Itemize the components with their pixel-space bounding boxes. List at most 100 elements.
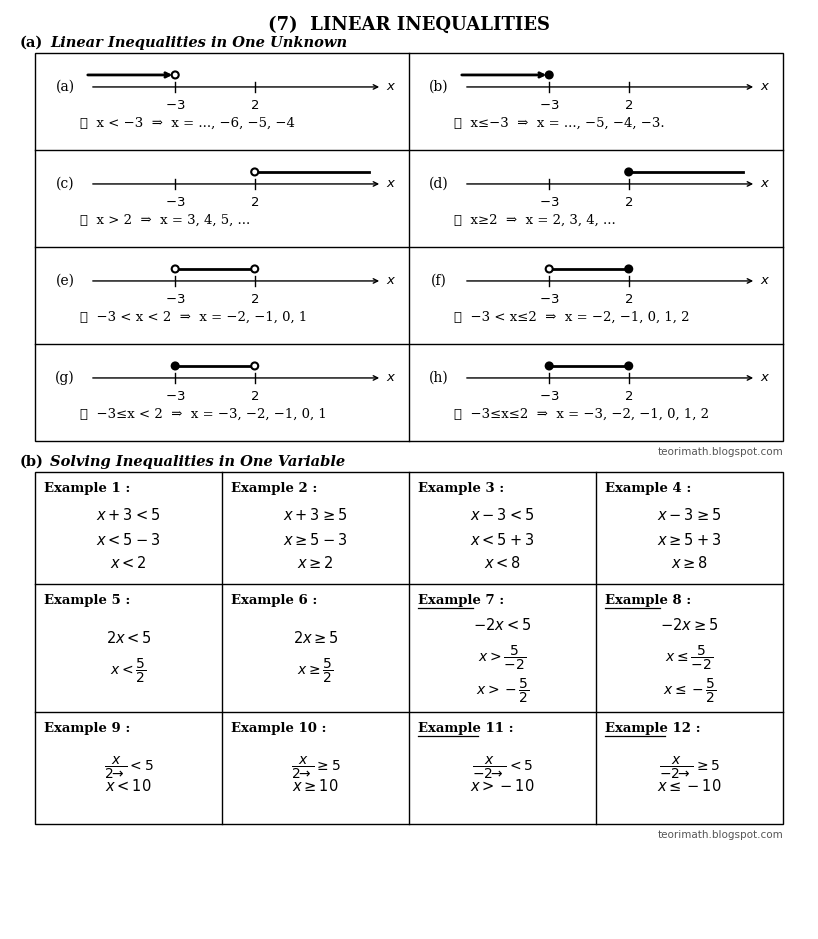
Text: (f): (f)	[431, 274, 447, 288]
Text: $-3$: $-3$	[539, 390, 560, 403]
Bar	[35, 472, 783, 824]
Text: (h): (h)	[429, 371, 449, 385]
Text: $2$: $2$	[624, 390, 633, 403]
Text: $-3$: $-3$	[539, 196, 560, 209]
Text: Example 10 :: Example 10 :	[231, 722, 326, 735]
Text: $x > \dfrac{5}{-2}$: $x > \dfrac{5}{-2}$	[479, 644, 527, 672]
Circle shape	[251, 362, 258, 369]
Text: $x \leq \dfrac{5}{-2}$: $x \leq \dfrac{5}{-2}$	[666, 644, 713, 672]
Text: $x \leq -\dfrac{5}{2}$: $x \leq -\dfrac{5}{2}$	[663, 677, 717, 705]
Text: (7)  LINEAR INEQUALITIES: (7) LINEAR INEQUALITIES	[268, 16, 550, 34]
Text: $\dfrac{x}{2\!\!\rightarrow} < 5$: $\dfrac{x}{2\!\!\rightarrow} < 5$	[104, 755, 153, 781]
Text: $x$: $x$	[386, 81, 396, 94]
Text: Example 12 :: Example 12 :	[605, 722, 701, 735]
Text: Linear Inequalities in One Unknown: Linear Inequalities in One Unknown	[50, 36, 347, 50]
Text: $2$: $2$	[624, 99, 633, 112]
Text: $x \geq 10$: $x \geq 10$	[292, 777, 339, 793]
Text: ∴  −3≤x < 2  ⇒  x = −3, −2, −1, 0, 1: ∴ −3≤x < 2 ⇒ x = −3, −2, −1, 0, 1	[80, 408, 326, 421]
Text: $\dfrac{x}{2\!\!\rightarrow} \geq 5$: $\dfrac{x}{2\!\!\rightarrow} \geq 5$	[290, 755, 340, 781]
Text: $x \leq -10$: $x \leq -10$	[657, 777, 721, 793]
Text: (b): (b)	[429, 80, 449, 94]
Text: $x$: $x$	[386, 372, 396, 384]
Circle shape	[625, 362, 632, 369]
Circle shape	[546, 362, 553, 369]
Text: Example 8 :: Example 8 :	[605, 594, 691, 607]
Circle shape	[172, 362, 178, 369]
Text: $x - 3 \geq 5$: $x - 3 \geq 5$	[658, 507, 721, 523]
Text: $x - 3 < 5$: $x - 3 < 5$	[470, 507, 535, 523]
Text: $x$: $x$	[760, 372, 771, 384]
Text: Example 6 :: Example 6 :	[231, 594, 317, 607]
Text: $-2x \geq 5$: $-2x \geq 5$	[660, 617, 718, 633]
Text: ∴  x≥2  ⇒  x = 2, 3, 4, ...: ∴ x≥2 ⇒ x = 2, 3, 4, ...	[454, 213, 616, 226]
Text: teorimath.blogspot.com: teorimath.blogspot.com	[657, 447, 783, 457]
Text: $2$: $2$	[250, 293, 259, 306]
Text: Example 5 :: Example 5 :	[44, 594, 130, 607]
Text: (d): (d)	[429, 177, 449, 191]
Text: $\dfrac{x}{-2\!\!\rightarrow} < 5$: $\dfrac{x}{-2\!\!\rightarrow} < 5$	[472, 755, 533, 781]
Circle shape	[251, 266, 258, 272]
Text: $x$: $x$	[760, 81, 771, 94]
Text: $2$: $2$	[250, 390, 259, 403]
Text: $\dfrac{x}{-2\!\!\rightarrow} \geq 5$: $\dfrac{x}{-2\!\!\rightarrow} \geq 5$	[658, 755, 720, 781]
Text: ∴  x≤−3  ⇒  x = ..., −5, −4, −3.: ∴ x≤−3 ⇒ x = ..., −5, −4, −3.	[454, 116, 664, 130]
Text: ∴  −3 < x≤2  ⇒  x = −2, −1, 0, 1, 2: ∴ −3 < x≤2 ⇒ x = −2, −1, 0, 1, 2	[454, 311, 690, 323]
Text: $-3$: $-3$	[165, 390, 186, 403]
Text: $-3$: $-3$	[539, 293, 560, 306]
Text: $x > -10$: $x > -10$	[470, 777, 535, 793]
Text: $x < 10$: $x < 10$	[106, 777, 152, 793]
Text: teorimath.blogspot.com: teorimath.blogspot.com	[657, 830, 783, 840]
Text: $2$: $2$	[624, 196, 633, 209]
Text: Example 11 :: Example 11 :	[418, 722, 514, 735]
Circle shape	[625, 266, 632, 272]
Text: Example 1 :: Example 1 :	[44, 482, 130, 495]
Text: $x \geq 8$: $x \geq 8$	[671, 555, 708, 571]
Text: $x$: $x$	[760, 274, 771, 287]
Text: Example 7 :: Example 7 :	[418, 594, 504, 607]
Text: $x > -\dfrac{5}{2}$: $x > -\dfrac{5}{2}$	[476, 677, 529, 705]
Text: Solving Inequalities in One Variable: Solving Inequalities in One Variable	[50, 455, 345, 469]
Text: (g): (g)	[55, 371, 75, 385]
Text: $2$: $2$	[250, 196, 259, 209]
Text: Example 4 :: Example 4 :	[605, 482, 691, 495]
Text: $x < \dfrac{5}{2}$: $x < \dfrac{5}{2}$	[110, 657, 146, 685]
Text: $x$: $x$	[386, 274, 396, 287]
Circle shape	[172, 266, 178, 272]
Text: $-3$: $-3$	[165, 196, 186, 209]
Text: $x < 5 - 3$: $x < 5 - 3$	[97, 531, 160, 548]
Text: $2$: $2$	[250, 99, 259, 112]
Text: $x \geq 5 + 3$: $x \geq 5 + 3$	[658, 531, 721, 548]
Circle shape	[546, 266, 553, 272]
Bar	[35, 53, 783, 441]
Text: $x$: $x$	[386, 177, 396, 191]
Circle shape	[172, 71, 178, 79]
Circle shape	[546, 71, 553, 79]
Text: (e): (e)	[56, 274, 74, 288]
Text: $x < 8$: $x < 8$	[484, 555, 521, 571]
Text: ∴  x < −3  ⇒  x = ..., −6, −5, −4: ∴ x < −3 ⇒ x = ..., −6, −5, −4	[80, 116, 294, 130]
Text: $2x < 5$: $2x < 5$	[106, 630, 151, 646]
Text: (b): (b)	[20, 455, 44, 469]
Text: ∴  −3 < x < 2  ⇒  x = −2, −1, 0, 1: ∴ −3 < x < 2 ⇒ x = −2, −1, 0, 1	[80, 311, 307, 323]
Text: $x < 5 + 3$: $x < 5 + 3$	[470, 531, 535, 548]
Circle shape	[251, 168, 258, 176]
Text: Example 3 :: Example 3 :	[418, 482, 504, 495]
Text: $-3$: $-3$	[539, 99, 560, 112]
Circle shape	[625, 168, 632, 176]
Text: Example 9 :: Example 9 :	[44, 722, 130, 735]
Text: $2x \geq 5$: $2x \geq 5$	[293, 630, 339, 646]
Text: $x$: $x$	[760, 177, 771, 191]
Text: $-3$: $-3$	[165, 293, 186, 306]
Text: $x + 3 < 5$: $x + 3 < 5$	[97, 507, 160, 523]
Text: (a): (a)	[56, 80, 74, 94]
Text: (a): (a)	[20, 36, 43, 50]
Text: $x \geq 2$: $x \geq 2$	[297, 555, 334, 571]
Text: ∴  x > 2  ⇒  x = 3, 4, 5, ...: ∴ x > 2 ⇒ x = 3, 4, 5, ...	[80, 213, 250, 226]
Text: ∴  −3≤x≤2  ⇒  x = −3, −2, −1, 0, 1, 2: ∴ −3≤x≤2 ⇒ x = −3, −2, −1, 0, 1, 2	[454, 408, 709, 421]
Text: $2$: $2$	[624, 293, 633, 306]
Text: $x < 2$: $x < 2$	[110, 555, 147, 571]
Text: $x \geq 5 - 3$: $x \geq 5 - 3$	[283, 531, 348, 548]
Text: Example 2 :: Example 2 :	[231, 482, 317, 495]
Text: $x + 3 \geq 5$: $x + 3 \geq 5$	[283, 507, 348, 523]
Text: $x \geq \dfrac{5}{2}$: $x \geq \dfrac{5}{2}$	[297, 657, 334, 685]
